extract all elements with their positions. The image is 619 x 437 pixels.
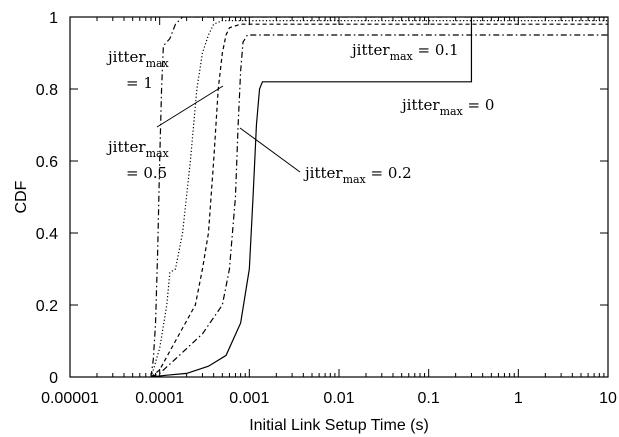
plot-frame <box>69 16 609 378</box>
leader-line-1 <box>239 127 301 173</box>
series-layer <box>150 17 608 377</box>
tick-labels-layer: 0.00001 0.0001 0.001 0.01 0.1 1 10 0 0.2 0.4 0.6 0.… <box>36 10 617 407</box>
series-line-2 <box>150 23 608 377</box>
series-line-4 <box>150 17 608 377</box>
y-tick-label: 0.2 <box>36 298 58 315</box>
annotation-4: jittermax = 0 <box>400 96 494 118</box>
ticks-layer <box>69 16 609 378</box>
y-tick-label: 0.8 <box>36 82 58 99</box>
y-tick-label: 1 <box>49 10 58 27</box>
x-tick-label: 0.1 <box>418 390 440 407</box>
x-tick-label: 10 <box>599 390 617 407</box>
x-tick-label: 1 <box>514 390 523 407</box>
annotation-0: jittermax <box>106 48 170 70</box>
x-axis-title: Initial Link Setup Time (s) <box>249 417 429 434</box>
series-line-0 <box>150 17 608 377</box>
y-tick-label: 0 <box>49 370 58 387</box>
x-tick-label: 0.0001 <box>135 390 184 407</box>
annotations-layer: jittermax = 1 jittermax = 0.5 jittermax = 0.… <box>106 41 494 186</box>
annotation-3: jittermax = 0.2 <box>303 164 412 186</box>
x-tick-label: 0.00001 <box>41 390 99 407</box>
annotation-leaders <box>156 85 301 173</box>
series-line-1 <box>150 20 608 377</box>
leader-line-0 <box>156 85 224 128</box>
series-line-3 <box>150 34 608 377</box>
annotation-0-value: = 1 <box>126 74 153 92</box>
x-tick-label: 0.001 <box>229 390 269 407</box>
x-tick-label: 0.01 <box>323 390 354 407</box>
y-axis-title: CDF <box>13 180 30 213</box>
annotation-1-value: = 0.5 <box>126 164 167 182</box>
annotation-2: jittermax = 0.1 <box>350 41 459 63</box>
annotation-1: jittermax <box>106 138 170 160</box>
y-tick-label: 0.4 <box>36 226 58 243</box>
y-tick-label: 0.6 <box>36 154 58 171</box>
